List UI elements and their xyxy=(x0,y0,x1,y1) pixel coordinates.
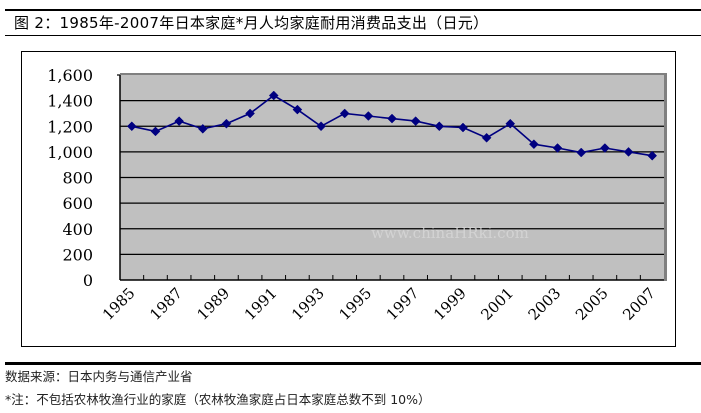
chart-frame xyxy=(21,51,676,347)
data-point-marker xyxy=(552,143,563,153)
data-point-marker xyxy=(434,121,445,132)
data-point-marker xyxy=(505,118,516,129)
data-point-marker xyxy=(174,116,184,126)
x-tick-label: 1993 xyxy=(288,284,328,324)
data-point-marker xyxy=(481,132,492,143)
plot-shadow xyxy=(120,73,667,281)
data-point-marker xyxy=(197,123,208,134)
x-tick-label: 1995 xyxy=(335,284,375,324)
series-markers xyxy=(126,90,658,161)
x-axis-tick-labels: 1985 1987 1989 1991 1993 1995 1997 1999 2001 2003… xyxy=(99,284,659,324)
y-tick-label: 400 xyxy=(62,220,93,239)
y-tick-label: 800 xyxy=(62,169,93,188)
data-point-marker xyxy=(268,90,279,101)
data-point-marker xyxy=(529,139,539,150)
x-tick-label: 1997 xyxy=(383,284,423,324)
data-point-marker xyxy=(339,108,350,119)
title-underline xyxy=(5,35,701,36)
figure-title: 图 2：1985年-2007年日本家庭*月人均家庭耐用消费品支出（日元） xyxy=(14,14,489,32)
x-tick-label: 1999 xyxy=(430,284,470,324)
data-point-marker xyxy=(623,147,634,157)
y-axis-tick-labels: 0 200 400 600 800 1,000 1,200 1,400 1,600 xyxy=(47,66,93,290)
y-tick-label: 200 xyxy=(62,245,93,264)
y-tick-label: 0 xyxy=(83,271,93,290)
x-tick-label: 2005 xyxy=(572,284,612,324)
x-tick-label: 1989 xyxy=(194,284,234,324)
y-tick-label: 1,600 xyxy=(47,66,93,85)
x-tick-label: 2001 xyxy=(477,284,517,324)
data-point-marker xyxy=(387,113,397,124)
data-point-marker xyxy=(458,122,468,133)
x-tick-label: 2007 xyxy=(619,284,659,324)
bottom-rule xyxy=(5,362,701,365)
data-point-marker xyxy=(363,111,374,121)
data-point-marker xyxy=(647,150,658,161)
footnote: *注：不包括农林牧渔行业的家庭（农林牧渔家庭占日本家庭总数不到 10%） xyxy=(5,392,431,407)
gridlines xyxy=(117,74,664,281)
y-tick-label: 1,400 xyxy=(47,92,93,111)
watermark: www.chinaHRki.com xyxy=(371,224,529,242)
x-tick-label: 2003 xyxy=(525,284,565,324)
x-tick-label: 1987 xyxy=(146,284,186,324)
data-source: 数据来源：日本内务与通信产业省 xyxy=(5,369,193,384)
data-point-marker xyxy=(292,104,303,115)
y-tick-label: 1,000 xyxy=(47,143,93,162)
data-point-marker xyxy=(221,118,232,129)
data-point-marker xyxy=(150,126,161,137)
data-point-marker xyxy=(600,143,610,153)
top-rule xyxy=(5,9,701,11)
data-point-marker xyxy=(410,116,421,126)
y-tick-label: 600 xyxy=(62,194,93,213)
x-tick-label: 1985 xyxy=(99,284,139,324)
data-point-marker xyxy=(576,147,587,158)
data-point-marker xyxy=(126,121,137,132)
x-tick-label: 1991 xyxy=(241,284,281,324)
y-tick-label: 1,200 xyxy=(47,117,93,136)
x-axis-tick-marks xyxy=(143,275,641,280)
data-point-marker xyxy=(316,121,326,132)
data-point-marker xyxy=(245,108,255,119)
